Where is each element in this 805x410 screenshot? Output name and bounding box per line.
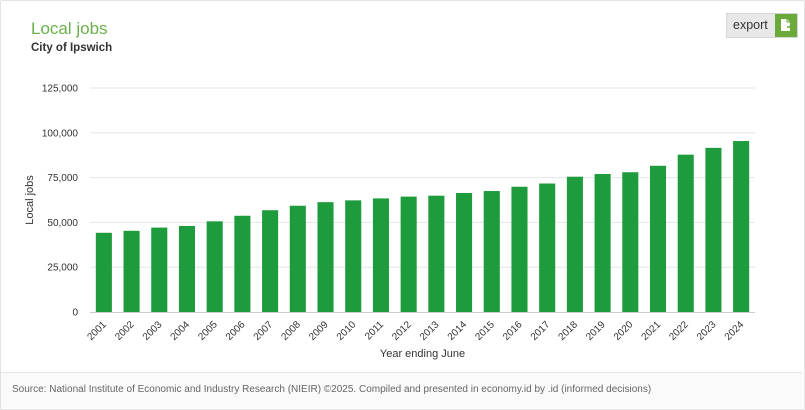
- bar-2005[interactable]: [206, 221, 223, 312]
- bar-2007[interactable]: [262, 210, 279, 312]
- x-tick-label: 2005: [196, 319, 220, 343]
- x-tick-label: 2022: [667, 319, 691, 343]
- x-tick-label: 2016: [501, 319, 525, 343]
- bar-2017[interactable]: [539, 183, 556, 312]
- x-tick-label: 2017: [529, 319, 553, 343]
- x-tick-label: 2015: [473, 319, 497, 343]
- x-tick-label: 2009: [307, 319, 331, 343]
- x-tick-label: 2006: [224, 319, 248, 343]
- export-button-label: export: [733, 18, 768, 32]
- source-footer: Source: National Institute of Economic a…: [1, 372, 802, 408]
- source-text: Source: National Institute of Economic a…: [12, 384, 652, 395]
- x-tick-label: 2003: [141, 319, 165, 343]
- y-tick-label: 100,000: [42, 128, 79, 139]
- bar-2019[interactable]: [594, 174, 611, 312]
- x-tick-label: 2018: [557, 319, 581, 343]
- bar-2003[interactable]: [151, 227, 168, 312]
- y-axis-ticks: 0 25,000 50,000 75,000 100,000 125,000: [42, 84, 79, 319]
- x-tick-label: 2021: [640, 319, 664, 343]
- bar-2014[interactable]: [456, 193, 473, 312]
- y-tick-label: 25,000: [47, 263, 78, 274]
- x-tick-label: 2008: [279, 319, 303, 343]
- export-button[interactable]: export: [726, 13, 798, 38]
- bar-2018[interactable]: [566, 176, 583, 312]
- bar-2023[interactable]: [705, 147, 722, 312]
- bar-2012[interactable]: [400, 196, 417, 312]
- bar-2001[interactable]: [95, 232, 112, 312]
- x-tick-label: 2012: [390, 319, 414, 343]
- x-axis-ticks: 2001 2002 2003 2004 2005 2006 2007 2008 2009 2010…: [85, 319, 746, 343]
- y-tick-label: 50,000: [47, 218, 78, 229]
- x-tick-label: 2010: [335, 319, 359, 343]
- x-tick-label: 2023: [695, 319, 719, 343]
- bar-2010[interactable]: [345, 200, 362, 312]
- bar-2016[interactable]: [511, 186, 528, 312]
- bar-2002[interactable]: [123, 230, 140, 312]
- x-tick-label: 2020: [612, 319, 636, 343]
- x-tick-label: 2007: [252, 319, 276, 343]
- x-tick-label: 2004: [169, 319, 193, 343]
- bar-2021[interactable]: [649, 165, 667, 312]
- y-tick-label: 75,000: [47, 173, 78, 184]
- y-axis-title: Local jobs: [24, 175, 36, 225]
- bar-2004[interactable]: [178, 225, 196, 312]
- chart-title: Local jobs: [31, 19, 108, 38]
- chart-subtitle: City of Ipswich: [31, 42, 113, 54]
- bar-2024[interactable]: [733, 141, 750, 312]
- bar-2008[interactable]: [289, 205, 306, 312]
- gridlines: [90, 87, 755, 268]
- bar-2013[interactable]: [428, 195, 445, 312]
- bar-2015[interactable]: [483, 191, 500, 312]
- x-tick-label: 2024: [723, 319, 747, 343]
- bar-2006[interactable]: [234, 215, 251, 312]
- export-document-icon: [774, 14, 797, 37]
- bar-2011[interactable]: [372, 198, 389, 312]
- bar-2009[interactable]: [317, 202, 334, 312]
- bar-2022[interactable]: [677, 154, 694, 312]
- x-tick-label: 2001: [85, 319, 109, 343]
- x-tick-label: 2002: [113, 319, 137, 343]
- x-axis-title: Year ending June: [380, 348, 465, 360]
- x-tick-label: 2019: [584, 319, 608, 343]
- bars: [95, 141, 750, 312]
- y-tick-label: 0: [72, 308, 78, 319]
- x-tick-label: 2013: [418, 319, 442, 343]
- x-tick-label: 2011: [363, 319, 386, 342]
- y-tick-label: 125,000: [42, 84, 79, 95]
- bar-2020[interactable]: [622, 172, 639, 312]
- x-tick-label: 2014: [446, 319, 470, 343]
